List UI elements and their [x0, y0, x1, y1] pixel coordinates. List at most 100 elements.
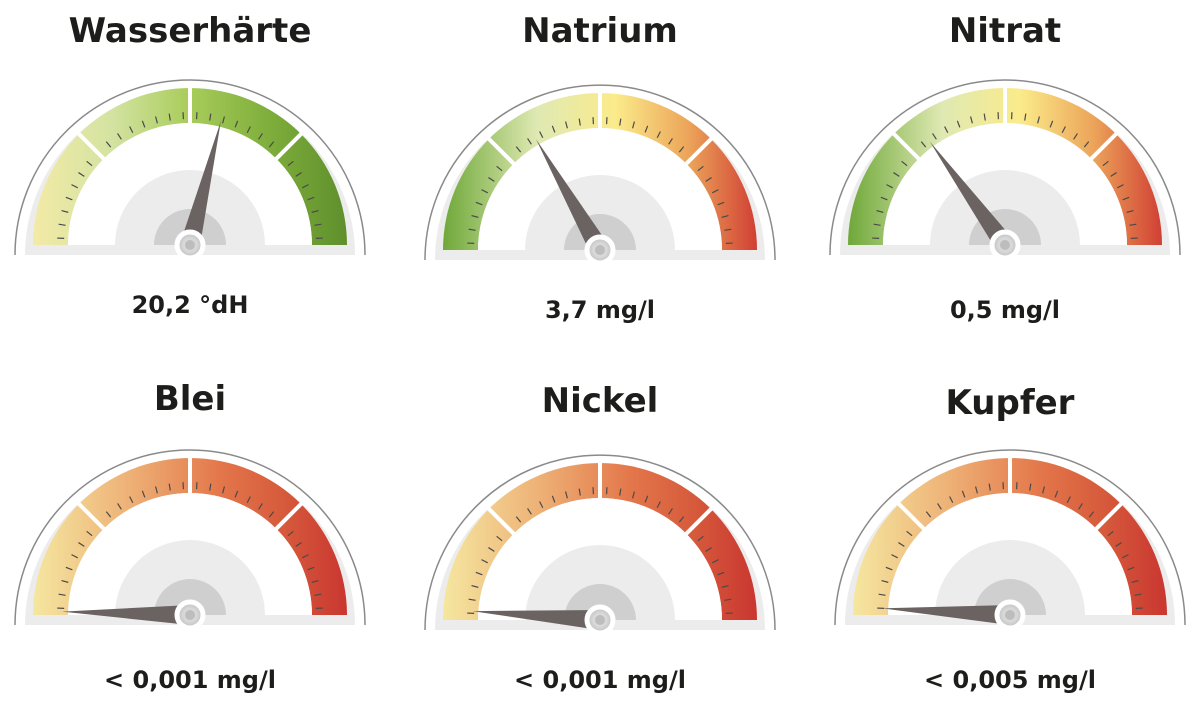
tick: [496, 165, 503, 172]
tick: [1061, 126, 1066, 134]
gauge-title: Blei: [154, 379, 226, 419]
tick: [1102, 160, 1109, 167]
tick: [1116, 184, 1124, 189]
tick: [295, 542, 302, 547]
tick: [234, 120, 239, 128]
tick: [527, 508, 532, 515]
tick: [105, 511, 112, 518]
tick: [1029, 483, 1032, 491]
tick: [1083, 141, 1090, 148]
tick: [891, 554, 899, 559]
tick: [1078, 503, 1083, 510]
tick: [246, 126, 251, 134]
separator: [891, 131, 936, 176]
tick: [974, 486, 978, 494]
tick: [141, 120, 146, 128]
tick: [619, 488, 622, 496]
gauge-outline: [14, 449, 366, 626]
tick: [705, 177, 712, 182]
tick: [697, 535, 704, 542]
tick: [886, 184, 894, 189]
needle: [929, 141, 1014, 251]
tick: [1110, 172, 1117, 177]
tick: [209, 113, 212, 121]
tick: [209, 483, 212, 491]
tick: [468, 598, 476, 601]
gauge-value: 20,2 °dH: [132, 291, 249, 319]
tick: [314, 593, 322, 596]
tick: [956, 120, 961, 128]
tick: [1049, 120, 1054, 128]
tick: [539, 131, 544, 139]
tick: [678, 516, 685, 523]
tick: [881, 579, 889, 583]
tick: [1024, 113, 1027, 121]
hub-dot: [595, 615, 605, 625]
tick: [71, 184, 79, 189]
tick: [1037, 116, 1041, 124]
tick: [893, 172, 900, 177]
tick: [668, 138, 673, 145]
tick: [268, 511, 275, 518]
tick: [932, 133, 937, 140]
tick: [515, 516, 522, 523]
tick: [944, 126, 949, 134]
separator: [259, 501, 304, 546]
tick: [1129, 223, 1137, 226]
gauge: Kupfer < 0,005 mg/l: [834, 383, 1186, 694]
gauge-outline: [424, 454, 776, 631]
tick: [644, 495, 649, 503]
tick: [468, 228, 476, 231]
needle: [472, 610, 601, 630]
tick: [721, 584, 729, 588]
tick: [314, 223, 322, 226]
tick: [129, 126, 134, 134]
hub-ring-outer: [115, 170, 265, 245]
tick: [258, 133, 263, 140]
hub-ring-outer: [525, 545, 675, 620]
tick: [496, 535, 503, 542]
gauge: Wasserhärte 20,2 °dH: [14, 11, 366, 319]
tick: [258, 503, 263, 510]
tick: [154, 116, 158, 124]
tick: [937, 503, 942, 510]
gauge-title: Natrium: [522, 11, 678, 51]
tick: [901, 160, 908, 167]
tick: [1088, 511, 1095, 518]
tick: [287, 160, 294, 167]
tick: [246, 496, 251, 504]
tick: [311, 209, 319, 213]
hub-dot: [595, 245, 605, 255]
separator: [76, 131, 121, 176]
tick: [515, 146, 522, 153]
tick: [301, 184, 309, 189]
tick: [65, 196, 73, 201]
separator: [259, 131, 304, 176]
tick: [551, 495, 556, 503]
tick: [78, 542, 85, 547]
tick: [129, 496, 134, 504]
tick: [724, 228, 732, 231]
needle: [882, 605, 1011, 625]
tick: [168, 483, 171, 491]
gauge-band: [443, 93, 757, 250]
tick: [983, 113, 986, 121]
gauge-outline: [14, 79, 366, 256]
tick: [705, 547, 712, 552]
tick: [1066, 496, 1071, 504]
tick: [287, 530, 294, 537]
gauge-outline: [829, 79, 1181, 256]
gauge: Nitrat 0,5 mg/l: [829, 11, 1181, 324]
separator: [486, 136, 531, 181]
tick: [488, 177, 495, 182]
tick: [1121, 554, 1129, 559]
tick: [61, 209, 69, 213]
tick: [86, 530, 93, 537]
tick: [1122, 196, 1130, 201]
gauge-band: [848, 88, 1162, 245]
tick: [880, 196, 888, 201]
tick: [925, 511, 932, 518]
tick: [564, 491, 568, 499]
tick: [311, 579, 319, 583]
